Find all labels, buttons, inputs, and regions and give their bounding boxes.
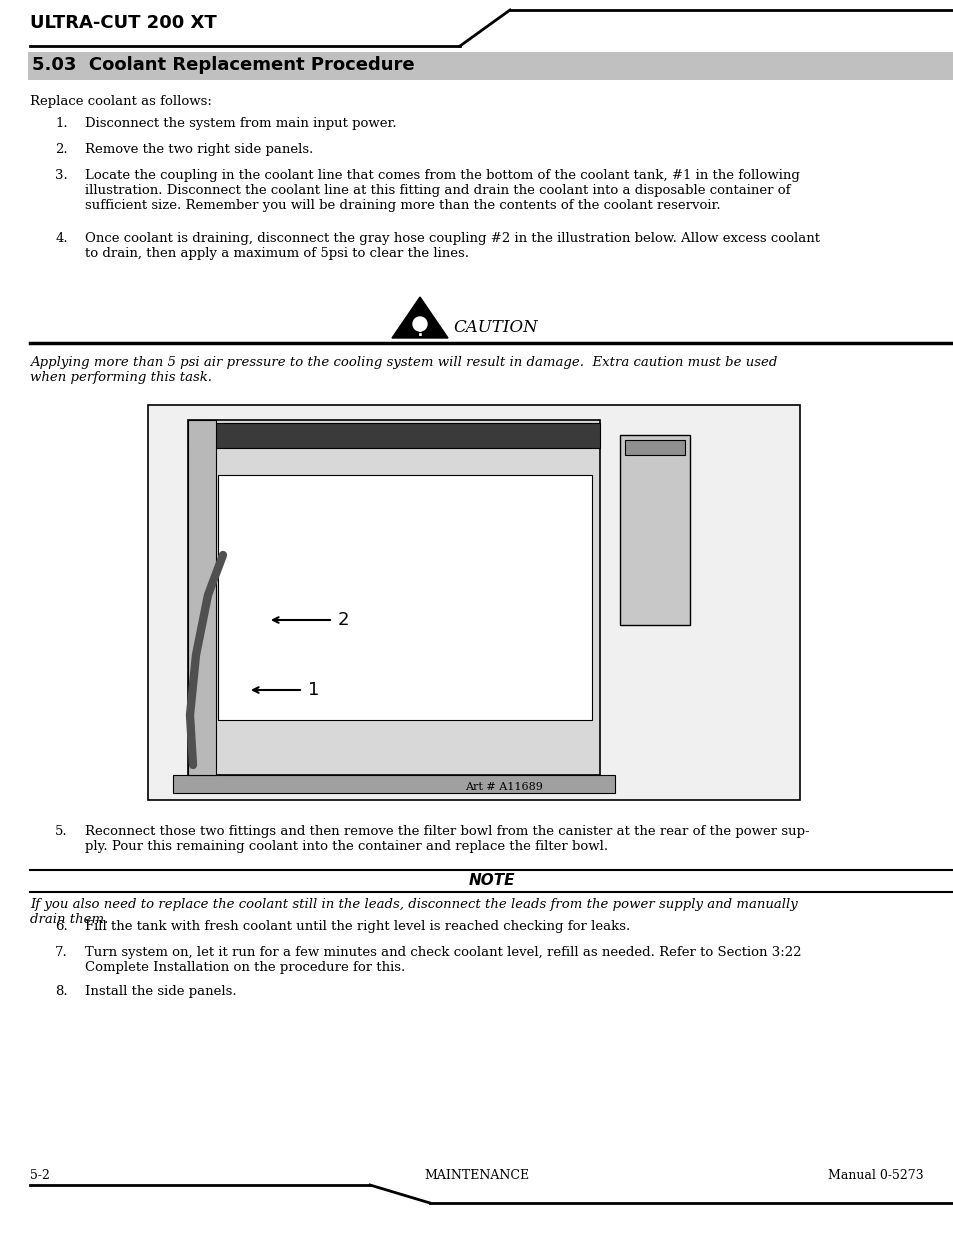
- Text: ULTRA-CUT 200 XT: ULTRA-CUT 200 XT: [30, 14, 216, 32]
- Text: !: !: [416, 325, 423, 340]
- Bar: [188, 420, 599, 776]
- Text: Locate the coupling in the coolant line that comes from the bottom of the coolan: Locate the coupling in the coolant line …: [85, 169, 799, 212]
- Text: NOTE: NOTE: [468, 873, 515, 888]
- Text: 4.: 4.: [55, 232, 68, 245]
- Text: Disconnect the system from main input power.: Disconnect the system from main input po…: [85, 117, 396, 130]
- Text: 6.: 6.: [55, 920, 68, 932]
- Bar: [172, 776, 615, 793]
- Bar: [188, 420, 215, 776]
- Text: Replace coolant as follows:: Replace coolant as follows:: [30, 95, 212, 107]
- Text: 5-2: 5-2: [30, 1170, 50, 1182]
- Text: 5.: 5.: [55, 825, 68, 839]
- Text: Install the side panels.: Install the side panels.: [85, 986, 236, 998]
- Bar: [28, 52, 953, 80]
- Text: CAUTION: CAUTION: [453, 320, 537, 336]
- Text: If you also need to replace the coolant still in the leads, disconnect the leads: If you also need to replace the coolant …: [30, 898, 797, 926]
- Bar: [619, 435, 689, 625]
- Text: Remove the two right side panels.: Remove the two right side panels.: [85, 143, 313, 156]
- Text: Manual 0-5273: Manual 0-5273: [827, 1170, 923, 1182]
- Bar: [148, 405, 800, 800]
- Text: 3.: 3.: [55, 169, 68, 182]
- Text: Fill the tank with fresh coolant until the right level is reached checking for l: Fill the tank with fresh coolant until t…: [85, 920, 630, 932]
- Text: Applying more than 5 psi air pressure to the cooling system will result in damag: Applying more than 5 psi air pressure to…: [30, 356, 777, 384]
- Bar: [188, 424, 599, 448]
- Text: Turn system on, let it run for a few minutes and check coolant level, refill as : Turn system on, let it run for a few min…: [85, 946, 801, 974]
- Bar: [218, 475, 592, 720]
- Text: MAINTENANCE: MAINTENANCE: [424, 1170, 529, 1182]
- Text: 1.: 1.: [55, 117, 68, 130]
- Polygon shape: [392, 296, 448, 338]
- Text: 5.03  Coolant Replacement Procedure: 5.03 Coolant Replacement Procedure: [32, 56, 415, 74]
- Text: 2.: 2.: [55, 143, 68, 156]
- Text: 7.: 7.: [55, 946, 68, 960]
- Circle shape: [413, 317, 427, 331]
- Text: 1: 1: [308, 680, 319, 699]
- Text: Once coolant is draining, disconnect the gray hose coupling #2 in the illustrati: Once coolant is draining, disconnect the…: [85, 232, 820, 261]
- Text: 2: 2: [337, 611, 349, 629]
- Bar: [624, 440, 684, 454]
- Text: 8.: 8.: [55, 986, 68, 998]
- Text: Reconnect those two fittings and then remove the filter bowl from the canister a: Reconnect those two fittings and then re…: [85, 825, 809, 853]
- Text: Art # A11689: Art # A11689: [464, 782, 542, 792]
